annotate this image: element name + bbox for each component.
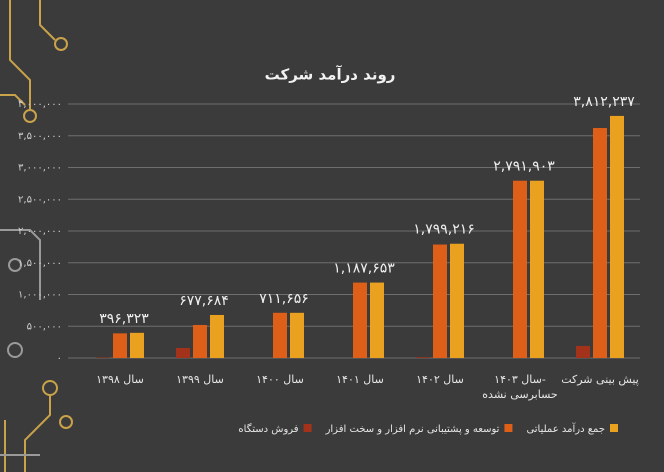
x-tick-label: سال ۱۴۰۲ <box>416 373 464 386</box>
bar <box>193 324 207 358</box>
value-label: ۳۹۶,۳۲۳ <box>99 311 149 327</box>
bar <box>273 312 287 358</box>
x-tick-label: پیش بینی شرکت <box>561 373 639 386</box>
legend-swatch <box>504 424 513 432</box>
value-label: ۱,۷۹۹,۲۱۶ <box>413 222 475 238</box>
value-label: ۲,۷۹۱,۹۰۳ <box>493 159 555 175</box>
legend-swatch <box>303 424 312 432</box>
y-tick-label: ۱,۵۰۰,۰۰۰ <box>18 258 62 269</box>
x-tick-label: سال ۱۳۹۸ <box>96 373 144 386</box>
legend-swatch <box>610 424 618 432</box>
bar <box>353 282 367 358</box>
bar <box>576 345 590 358</box>
bar <box>593 128 607 358</box>
y-tick-label: ۲,۰۰۰,۰۰۰ <box>18 226 62 237</box>
bar <box>370 282 384 358</box>
chart-title: روند درآمد شرکت <box>265 66 396 84</box>
bar <box>433 244 447 358</box>
value-label: ۷۱۱,۶۵۶ <box>259 291 309 307</box>
x-tick-label: سال ۱۳۹۹ <box>176 373 224 386</box>
bar <box>176 348 190 358</box>
legend-label: جمع درآمد عملیاتی <box>526 422 605 435</box>
bar <box>130 332 144 358</box>
bar <box>530 180 544 358</box>
y-tick-label: ۳,۵۰۰,۰۰۰ <box>18 131 62 142</box>
legend-label: توسعه و پشتیبانی نرم افزار و سخت افزار <box>325 424 500 435</box>
x-tick-label: سال ۱۴۰۰ <box>256 373 304 386</box>
bar <box>96 357 110 358</box>
bar <box>210 314 224 358</box>
x-tick-label: سال ۱۴۰۱ <box>336 373 384 386</box>
legend-label: فروش دستگاه <box>238 423 298 435</box>
y-tick-label: ۰ <box>57 353 62 364</box>
y-tick-label: ۱,۰۰۰,۰۰۰ <box>18 290 62 301</box>
bar <box>513 180 527 358</box>
y-tick-label: ۴,۰۰۰,۰۰۰ <box>18 99 62 110</box>
bar <box>416 357 430 358</box>
bar <box>113 333 127 358</box>
bar <box>290 312 304 358</box>
bar <box>610 115 624 359</box>
value-label: ۳,۸۱۲,۲۳۷ <box>573 94 635 110</box>
y-tick-label: ۳,۰۰۰,۰۰۰ <box>18 163 62 174</box>
bar <box>450 243 464 358</box>
y-tick-label: ۵۰۰,۰۰۰ <box>27 321 62 332</box>
x-tick-label: سال ۱۴۰۳-حسابرسی نشده <box>482 373 557 401</box>
value-label: ۶۷۷,۶۸۴ <box>179 293 229 309</box>
decoration <box>0 0 73 472</box>
y-tick-label: ۲,۵۰۰,۰۰۰ <box>18 194 62 205</box>
value-label: ۱,۱۸۷,۶۵۳ <box>333 261 395 277</box>
